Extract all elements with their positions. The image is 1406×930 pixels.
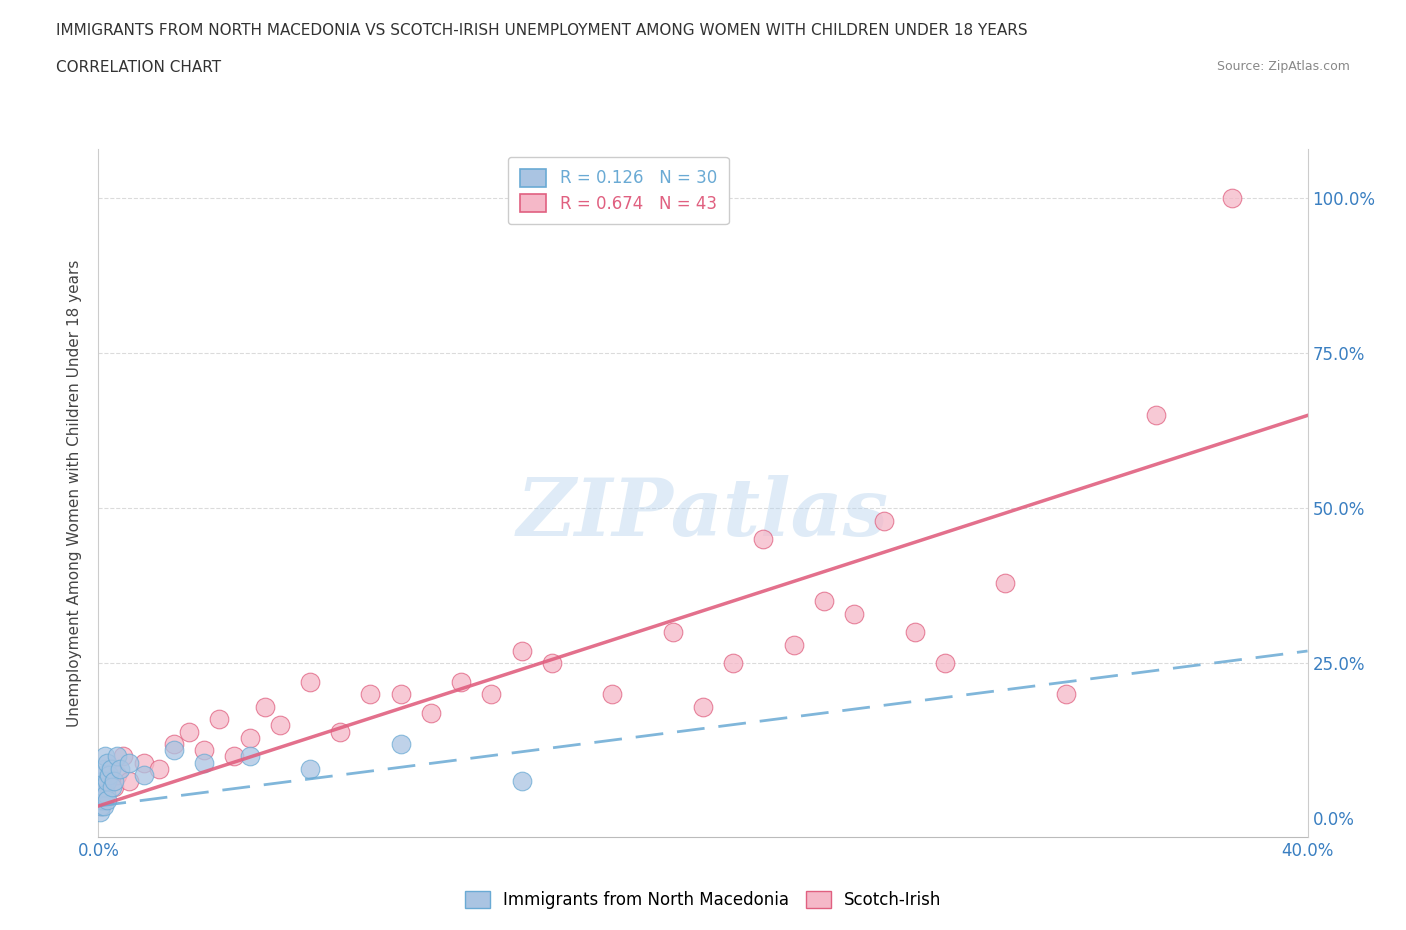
Point [208,711,231,726]
Point [661,625,683,640]
Point [481,687,503,702]
Text: CORRELATION CHART: CORRELATION CHART [56,60,221,75]
Point [1054,687,1077,702]
Point [111,749,134,764]
Point [96,774,118,789]
Point [1220,191,1243,206]
Legend: R = 0.126   N = 30, R = 0.674   N = 43: R = 0.126 N = 30, R = 0.674 N = 43 [508,157,728,224]
Text: IMMIGRANTS FROM NORTH MACEDONIA VS SCOTCH-IRISH UNEMPLOYMENT AMONG WOMEN WITH CH: IMMIGRANTS FROM NORTH MACEDONIA VS SCOTC… [56,23,1028,38]
Point [132,767,155,782]
Point [103,774,125,789]
Point [105,767,128,782]
Text: ZIPatlas: ZIPatlas [517,475,889,552]
Point [239,730,262,745]
Legend: Immigrants from North Macedonia, Scotch-Irish: Immigrants from North Macedonia, Scotch-… [457,883,949,917]
Point [299,674,322,689]
Point [193,755,215,770]
Point [93,792,115,807]
Point [420,706,443,721]
Point [93,780,115,795]
Point [163,737,186,751]
Point [118,774,141,789]
Point [389,687,412,702]
Point [94,780,117,795]
Point [105,749,128,764]
Point [510,644,533,658]
Point [91,792,114,807]
Point [329,724,352,739]
Point [90,792,112,807]
Point [91,786,114,801]
Point [96,774,118,789]
Point [540,656,562,671]
Point [118,755,141,770]
Text: Source: ZipAtlas.com: Source: ZipAtlas.com [1216,60,1350,73]
Point [93,762,115,777]
Point [389,737,412,751]
Point [1146,408,1168,423]
Point [752,532,775,547]
Point [94,786,117,801]
Point [89,804,111,819]
Point [873,513,896,528]
Point [96,755,118,770]
Point [723,656,745,671]
Point [94,749,117,764]
Point [844,606,866,621]
Point [91,774,114,789]
Point [179,724,201,739]
Point [450,674,472,689]
Point [148,762,170,777]
Point [813,594,835,609]
Point [602,687,624,702]
Point [269,718,291,733]
Point [253,699,276,714]
Point [98,767,121,782]
Point [299,762,322,777]
Point [193,743,215,758]
Point [239,749,262,764]
Point [132,755,155,770]
Point [96,792,118,807]
Point [994,576,1017,591]
Point [91,767,114,782]
Point [90,780,112,795]
Point [904,625,927,640]
Point [100,762,122,777]
Point [108,762,131,777]
Point [91,786,114,801]
Point [360,687,382,702]
Y-axis label: Unemployment Among Women with Children Under 18 years: Unemployment Among Women with Children U… [67,259,83,726]
Point [103,780,125,795]
Point [90,799,112,814]
Point [90,799,112,814]
Point [100,762,122,777]
Point [692,699,714,714]
Point [93,799,115,814]
Point [224,749,246,764]
Point [163,743,186,758]
Point [101,780,124,795]
Point [934,656,956,671]
Point [783,637,806,652]
Point [510,774,533,789]
